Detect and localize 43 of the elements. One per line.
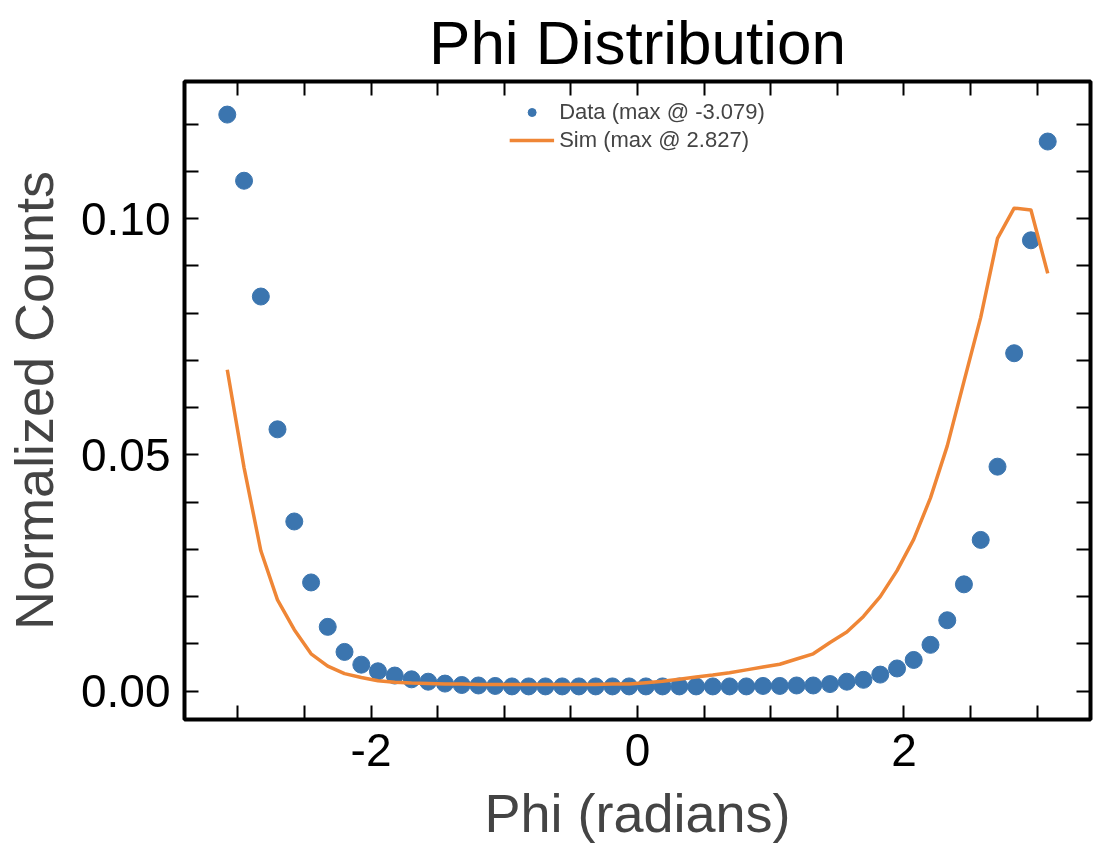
point [954, 575, 973, 594]
point [218, 105, 237, 124]
point [938, 611, 957, 630]
chart-title: Phi Distribution [429, 7, 846, 77]
y-axis-title: Normalized Counts [3, 170, 64, 631]
point [787, 676, 806, 695]
point [703, 677, 722, 696]
point [318, 617, 337, 636]
point [1038, 132, 1057, 151]
point [821, 675, 840, 694]
point [971, 530, 990, 549]
point [921, 635, 940, 654]
x-tick-label: 0 [624, 723, 651, 776]
point [720, 677, 739, 696]
point [871, 665, 890, 684]
point [854, 670, 873, 689]
point [251, 287, 270, 306]
point [1005, 344, 1024, 363]
point [837, 672, 856, 691]
point [268, 420, 287, 439]
y-tick-label: 0.05 [80, 428, 171, 481]
point [754, 676, 773, 695]
point [804, 676, 823, 695]
point [1021, 231, 1040, 250]
point [302, 573, 321, 592]
legend-label: Sim (max @ 2.827) [559, 127, 749, 153]
x-tick-label: 2 [891, 723, 917, 776]
y-tick-label: 0.10 [80, 192, 171, 245]
y-tick-label: 0.00 [80, 665, 171, 718]
point [770, 676, 789, 695]
point [888, 659, 907, 678]
point [687, 677, 706, 696]
x-tick-label: -2 [350, 723, 392, 776]
point [737, 677, 756, 696]
legend-label: Data (max @ -3.079) [559, 99, 765, 125]
point [335, 642, 354, 661]
point [352, 655, 371, 674]
point [235, 171, 254, 190]
point [285, 512, 304, 531]
point [368, 662, 387, 681]
point [988, 457, 1007, 476]
point [904, 650, 923, 669]
x-axis-title: Phi (radians) [484, 782, 791, 843]
